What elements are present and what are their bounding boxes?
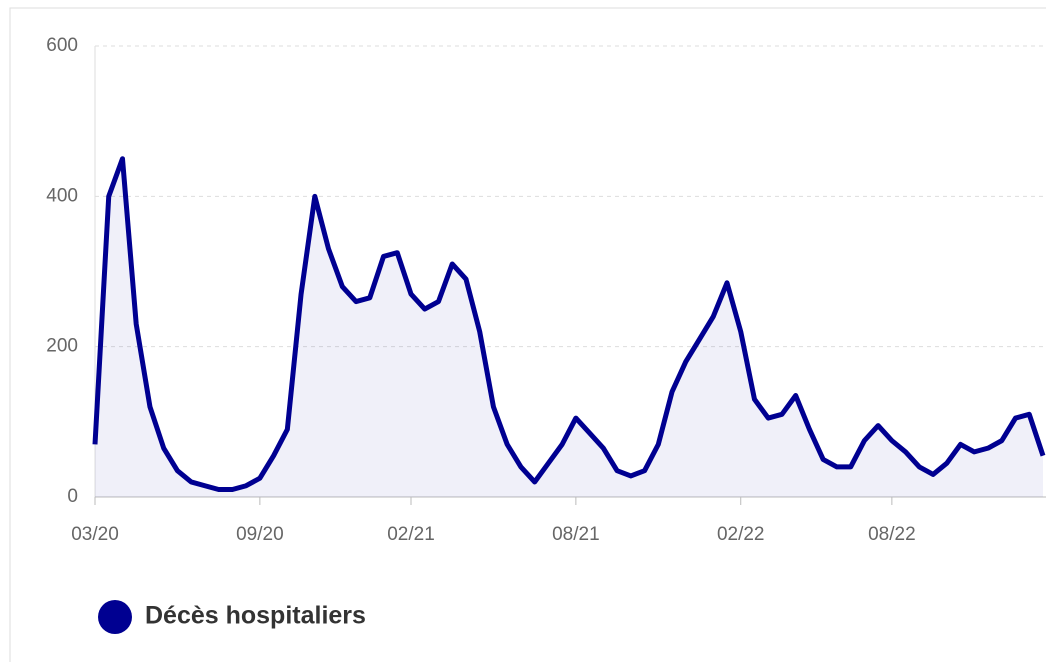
x-tick-label: 02/22	[717, 524, 765, 545]
y-tick-label: 200	[46, 336, 78, 357]
x-tick-label: 09/20	[236, 524, 284, 545]
y-tick-label: 600	[46, 35, 78, 56]
legend-marker	[98, 600, 132, 634]
x-tick-label: 02/21	[387, 524, 435, 545]
x-tick-label: 03/20	[71, 524, 119, 545]
area	[95, 158, 1043, 497]
y-tick-label: 400	[46, 185, 78, 206]
line	[92, 156, 1046, 492]
x-tick-label: 08/21	[552, 524, 600, 545]
y-tick-label: 0	[67, 486, 78, 507]
frame	[9, 7, 1046, 662]
legend-label: Décès hospitaliers	[145, 602, 366, 630]
x-tick-label: 08/22	[868, 524, 916, 545]
